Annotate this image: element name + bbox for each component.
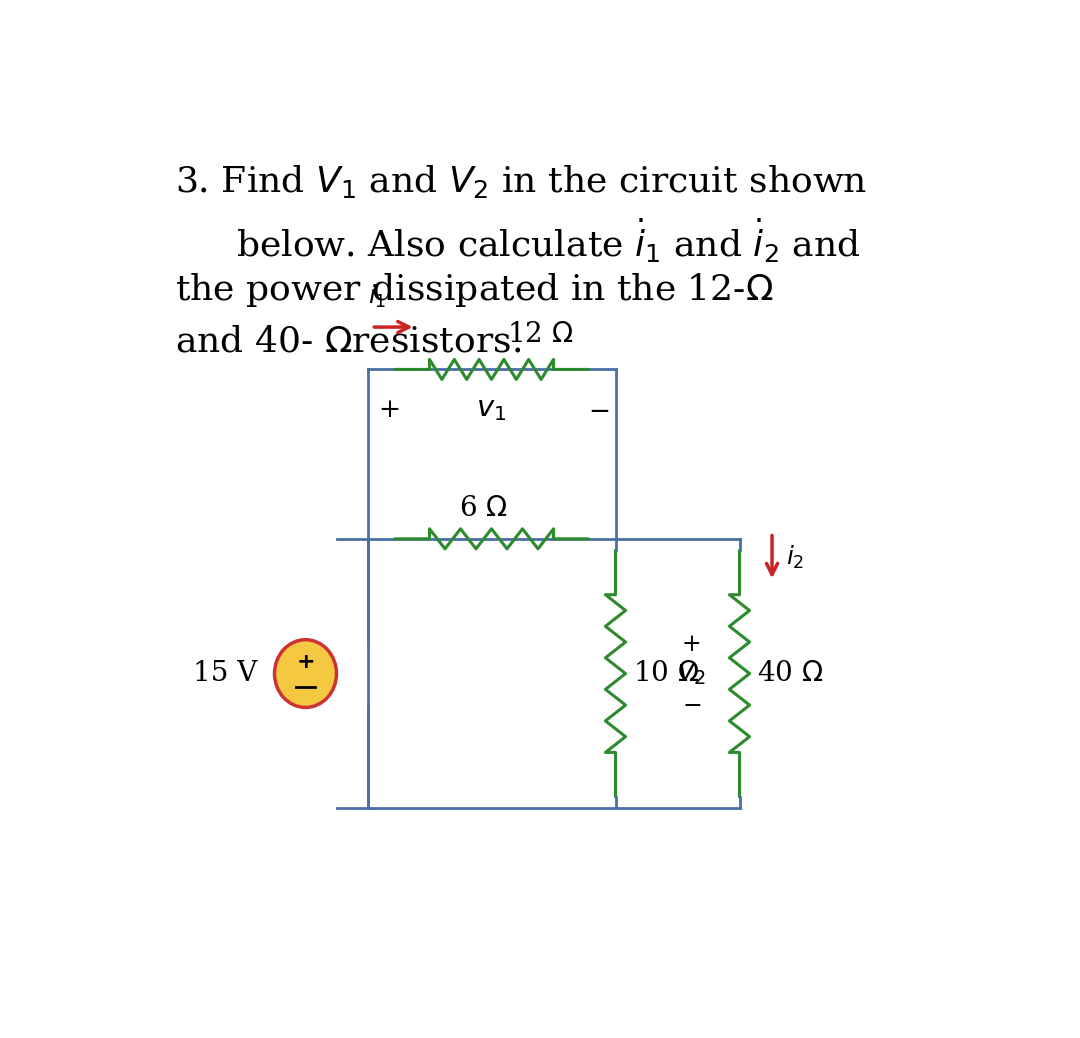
Text: 12 $\Omega$: 12 $\Omega$ xyxy=(507,321,573,348)
Ellipse shape xyxy=(274,639,337,708)
Text: 10 $\Omega$: 10 $\Omega$ xyxy=(633,660,699,687)
Text: +: + xyxy=(681,633,701,656)
Text: $\mathit{i}_1$: $\mathit{i}_1$ xyxy=(367,283,386,310)
Text: $\mathit{v}_2$: $\mathit{v}_2$ xyxy=(677,660,706,687)
Text: 40 $\Omega$: 40 $\Omega$ xyxy=(757,660,823,687)
Text: 6 $\Omega$: 6 $\Omega$ xyxy=(459,495,508,522)
Text: $\mathit{i}_2$: $\mathit{i}_2$ xyxy=(786,543,805,571)
Text: below. Also calculate $\mathit{\dot{i}}_1$ and $\mathit{\dot{i}}_2$ and: below. Also calculate $\mathit{\dot{i}}_… xyxy=(235,217,861,266)
Text: +: + xyxy=(378,397,401,422)
Text: +: + xyxy=(296,652,314,672)
Text: 15 V: 15 V xyxy=(193,660,257,687)
Text: $\mathit{v}_1$: $\mathit{v}_1$ xyxy=(476,395,507,424)
Text: 3. Find $\mathit{V}_1$ and $\mathit{V}_2$ in the circuit shown: 3. Find $\mathit{V}_1$ and $\mathit{V}_2… xyxy=(175,163,867,200)
Text: and 40- $\Omega$resistors.: and 40- $\Omega$resistors. xyxy=(175,325,522,359)
Text: $-$: $-$ xyxy=(681,693,701,716)
Text: $-$: $-$ xyxy=(588,397,609,422)
Text: the power dissipated in the 12-$\Omega$: the power dissipated in the 12-$\Omega$ xyxy=(175,271,773,309)
